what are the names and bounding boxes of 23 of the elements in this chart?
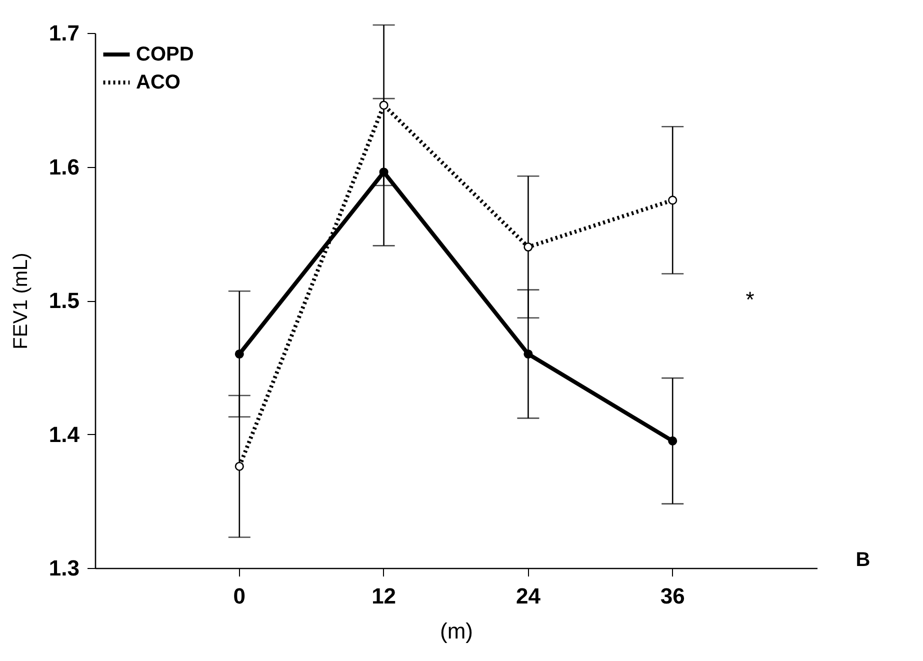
y-tick-label: 1.6 [48,154,80,180]
y-axis-title: FEV1 (mL) [10,252,32,350]
point [524,349,533,359]
text: B [856,549,870,571]
x-axis-title: (m) [440,618,473,644]
point [234,349,244,359]
x-tick-label: 36 [660,584,685,608]
y-tick-label: 1.7 [48,20,80,46]
point [234,462,244,471]
point [668,436,678,446]
point [379,100,388,110]
y-tick-label: 1.5 [48,288,80,313]
x-tick-label: 24 [516,584,542,608]
y-tick-label: 1.3 [48,556,80,580]
legend-label: COPD [136,44,194,66]
y-tick-label: 1.4 [48,422,80,447]
point [379,168,388,177]
annotation: * [746,287,755,312]
legend-label: ACO [136,72,180,94]
point [668,196,678,205]
point [524,242,533,252]
x-tick-label: 12 [372,584,396,608]
x-tick-label: 0 [233,584,246,608]
